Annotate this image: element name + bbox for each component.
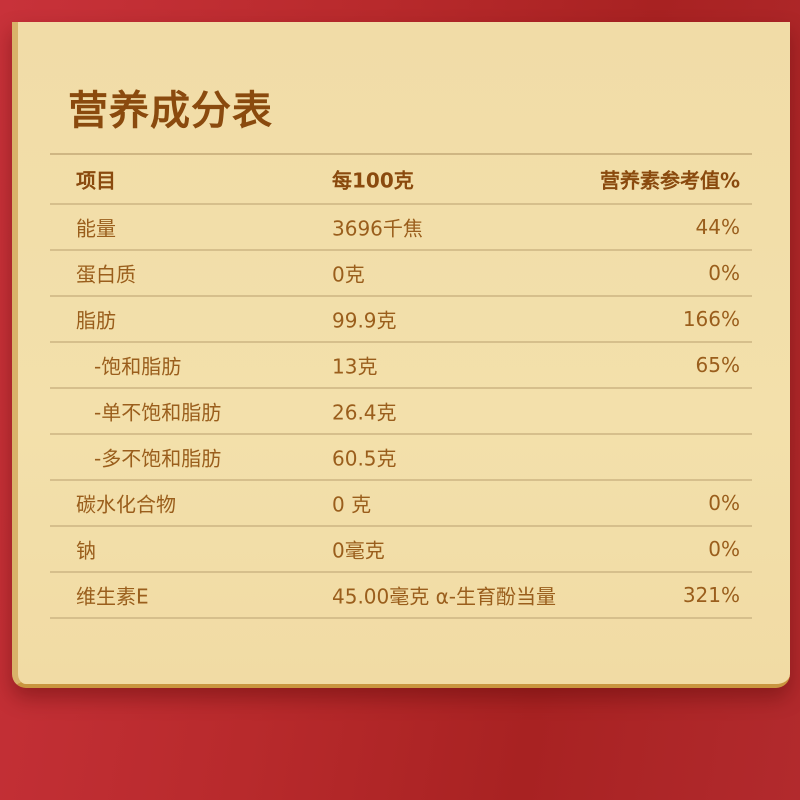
- header-nrv: 营养素参考值%: [599, 168, 740, 193]
- nutrition-table: 项目 每100克 营养素参考值% 能量 3696千焦 44% 蛋白质 0克 0% 脂肪 99.…: [50, 153, 752, 619]
- table-row: 碳水化合物 0 克 0%: [50, 481, 752, 527]
- table-header: 项目 每100克 营养素参考值%: [50, 153, 752, 205]
- row-item: 维生素E: [76, 584, 149, 609]
- table-row: -单不饱和脂肪 26.4克: [50, 389, 752, 435]
- row-nrv: 321%: [682, 583, 740, 607]
- row-item: 蛋白质: [76, 262, 136, 287]
- row-nrv: 0%: [708, 491, 740, 515]
- row-per100g: 0 克: [332, 492, 372, 517]
- row-item: -多不饱和脂肪: [94, 446, 222, 471]
- table-row: 脂肪 99.9克 166%: [50, 297, 752, 343]
- row-item: 脂肪: [76, 308, 116, 333]
- row-per100g: 0克: [332, 262, 365, 287]
- row-nrv: 0%: [708, 261, 740, 285]
- row-nrv: 44%: [695, 215, 740, 239]
- row-per100g: 13克: [332, 354, 378, 379]
- row-per100g: 26.4克: [332, 400, 397, 425]
- row-per100g: 60.5克: [332, 446, 397, 471]
- header-item: 项目: [76, 168, 116, 193]
- row-nrv: 0%: [708, 537, 740, 561]
- row-per100g: 0毫克: [332, 538, 385, 563]
- row-per100g: 3696千焦: [332, 216, 423, 241]
- row-item: -单不饱和脂肪: [94, 400, 222, 425]
- table-row: -多不饱和脂肪 60.5克: [50, 435, 752, 481]
- page-title: 营养成分表: [68, 88, 273, 134]
- table-row: 蛋白质 0克 0%: [50, 251, 752, 297]
- row-nrv: 65%: [695, 353, 740, 377]
- row-per100g: 45.00毫克 α-生育酚当量: [332, 584, 557, 609]
- row-item: 能量: [76, 216, 116, 241]
- table-row: 维生素E 45.00毫克 α-生育酚当量 321%: [50, 573, 752, 619]
- row-per100g: 99.9克: [332, 308, 397, 333]
- table-row: 钠 0毫克 0%: [50, 527, 752, 573]
- nutrition-panel: 营养成分表 项目 每100克 营养素参考值% 能量 3696千焦 44% 蛋白质 0克 0…: [12, 22, 790, 688]
- header-per100g: 每100克: [332, 168, 414, 193]
- row-item: -饱和脂肪: [94, 354, 182, 379]
- table-row: 能量 3696千焦 44%: [50, 205, 752, 251]
- row-item: 钠: [76, 538, 96, 563]
- row-nrv: 166%: [682, 307, 740, 331]
- table-row: -饱和脂肪 13克 65%: [50, 343, 752, 389]
- row-item: 碳水化合物: [76, 492, 176, 517]
